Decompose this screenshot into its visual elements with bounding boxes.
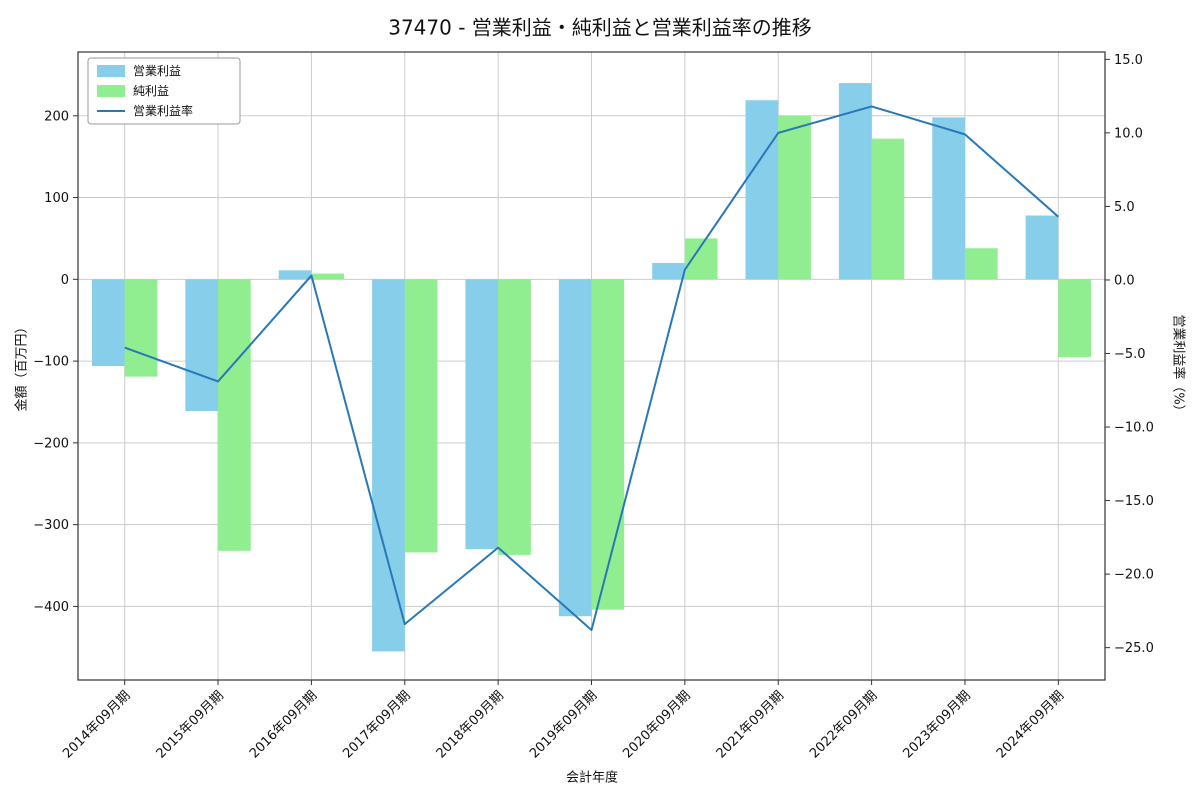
legend-label: 営業利益 bbox=[133, 64, 181, 78]
right-tick-label: −25.0 bbox=[1114, 641, 1154, 656]
x-tick-label: 2016年09月期 bbox=[247, 688, 320, 761]
left-tick-label: −400 bbox=[33, 600, 69, 615]
bar-operating-profit bbox=[745, 100, 779, 280]
right-tick-label: 0.0 bbox=[1114, 273, 1135, 288]
chart-title: 37470 - 営業利益・純利益と営業利益率の推移 bbox=[388, 15, 812, 40]
legend-swatch-operating-profit bbox=[97, 65, 125, 77]
right-tick-label: 5.0 bbox=[1114, 200, 1135, 215]
right-tick-label: 10.0 bbox=[1114, 126, 1143, 141]
left-tick-label: 100 bbox=[44, 191, 69, 206]
x-tick-label: 2020年09月期 bbox=[620, 688, 693, 761]
left-tick-label: −300 bbox=[33, 518, 69, 533]
right-tick-label: −20.0 bbox=[1114, 568, 1154, 583]
bar-operating-profit bbox=[185, 279, 219, 411]
left-tick-label: −200 bbox=[33, 436, 69, 451]
bar-operating-profit bbox=[372, 279, 405, 652]
right-tick-label: −15.0 bbox=[1114, 494, 1154, 509]
bar-operating-profit bbox=[558, 279, 592, 617]
x-axis-label: 会計年度 bbox=[565, 770, 619, 786]
bar-net-profit bbox=[218, 279, 251, 551]
bar-net-profit bbox=[124, 279, 158, 377]
bar-operating-profit bbox=[838, 83, 872, 280]
left-tick-label: 0 bbox=[61, 273, 69, 288]
bar-operating-profit bbox=[465, 279, 499, 550]
legend-label: 営業利益率 bbox=[133, 103, 193, 118]
x-tick-label: 2014年09月期 bbox=[60, 688, 133, 761]
bar-operating-profit bbox=[932, 117, 965, 280]
legend-box bbox=[87, 57, 241, 125]
bar-net-profit bbox=[404, 279, 438, 553]
right-tick-label: 15.0 bbox=[1114, 53, 1143, 68]
bar-operating-profit bbox=[92, 279, 125, 366]
right-tick-label: −10.0 bbox=[1114, 421, 1154, 436]
bar-net-profit bbox=[964, 248, 998, 280]
x-tick-label: 2018年09月期 bbox=[434, 688, 507, 761]
left-tick-label: −100 bbox=[33, 355, 69, 370]
bar-net-profit bbox=[871, 138, 905, 280]
legend-swatch-net-profit bbox=[97, 85, 125, 97]
bar-operating-profit bbox=[652, 262, 685, 280]
x-tick-label: 2019年09月期 bbox=[527, 688, 600, 761]
bar-net-profit bbox=[311, 273, 345, 280]
operating-margin-line bbox=[124, 105, 1059, 631]
bar-operating-profit bbox=[1025, 215, 1059, 280]
x-tick-label: 2022年09月期 bbox=[807, 688, 880, 761]
x-tick-label: 2017年09月期 bbox=[340, 688, 413, 761]
x-tick-label: 2015年09月期 bbox=[154, 688, 227, 761]
x-tick-label: 2021年09月期 bbox=[714, 688, 787, 761]
legend-label: 純利益 bbox=[133, 84, 169, 98]
x-tick-label: 2023年09月期 bbox=[900, 688, 973, 761]
x-tick-label: 2024年09月期 bbox=[994, 688, 1067, 761]
left-tick-label: 200 bbox=[44, 109, 69, 124]
right-tick-label: −5.0 bbox=[1114, 347, 1146, 362]
bar-net-profit bbox=[778, 115, 811, 280]
bar-net-profit bbox=[591, 279, 625, 610]
bar-net-profit bbox=[1058, 279, 1091, 358]
bar-net-profit bbox=[498, 279, 531, 555]
bar-operating-profit bbox=[278, 270, 312, 280]
